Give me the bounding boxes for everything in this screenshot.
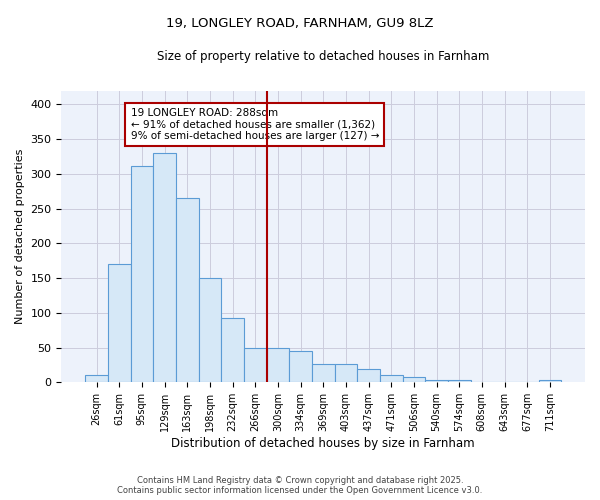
Bar	[425, 380, 448, 382]
Bar	[448, 380, 470, 382]
Bar	[85, 374, 108, 382]
Bar	[403, 377, 425, 382]
Text: 19, LONGLEY ROAD, FARNHAM, GU9 8LZ: 19, LONGLEY ROAD, FARNHAM, GU9 8LZ	[166, 18, 434, 30]
Bar	[221, 318, 244, 382]
Bar	[539, 380, 561, 382]
Bar	[176, 198, 199, 382]
Bar	[289, 351, 312, 382]
Bar	[266, 348, 289, 382]
Bar	[357, 369, 380, 382]
X-axis label: Distribution of detached houses by size in Farnham: Distribution of detached houses by size …	[172, 437, 475, 450]
Bar	[199, 278, 221, 382]
Text: 19 LONGLEY ROAD: 288sqm
← 91% of detached houses are smaller (1,362)
9% of semi-: 19 LONGLEY ROAD: 288sqm ← 91% of detache…	[131, 108, 379, 141]
Bar	[335, 364, 357, 382]
Bar	[131, 166, 153, 382]
Y-axis label: Number of detached properties: Number of detached properties	[15, 149, 25, 324]
Title: Size of property relative to detached houses in Farnham: Size of property relative to detached ho…	[157, 50, 490, 63]
Bar	[312, 364, 335, 382]
Bar	[244, 348, 266, 382]
Bar	[380, 376, 403, 382]
Text: Contains HM Land Registry data © Crown copyright and database right 2025.
Contai: Contains HM Land Registry data © Crown c…	[118, 476, 482, 495]
Bar	[153, 153, 176, 382]
Bar	[108, 264, 131, 382]
